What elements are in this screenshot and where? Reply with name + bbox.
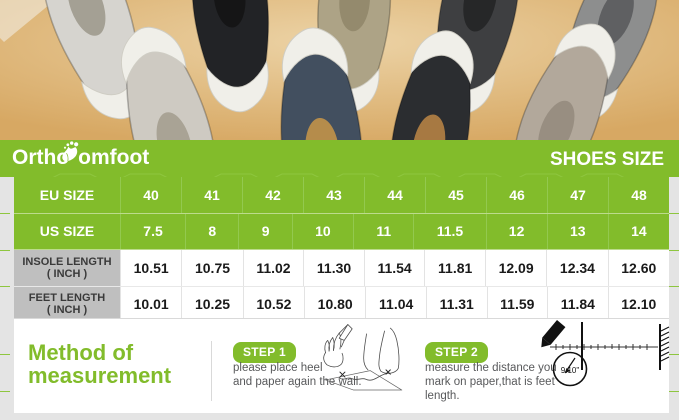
svg-text:9.10": 9.10": [561, 366, 580, 375]
